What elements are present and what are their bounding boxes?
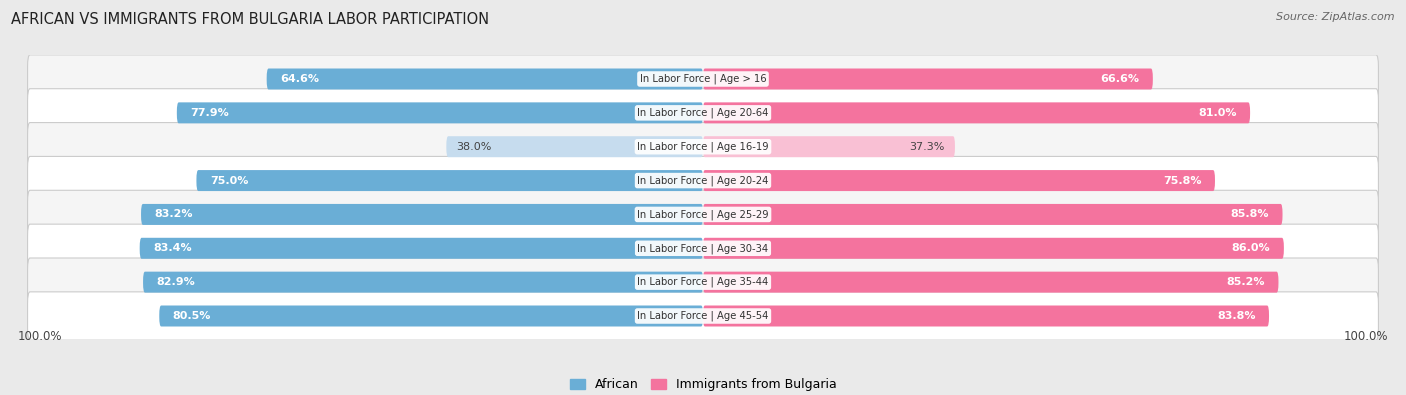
Text: 80.5%: 80.5% xyxy=(173,311,211,321)
FancyBboxPatch shape xyxy=(143,272,703,293)
Text: In Labor Force | Age 20-64: In Labor Force | Age 20-64 xyxy=(637,107,769,118)
Text: In Labor Force | Age 30-34: In Labor Force | Age 30-34 xyxy=(637,243,769,254)
FancyBboxPatch shape xyxy=(28,156,1378,205)
FancyBboxPatch shape xyxy=(28,89,1378,137)
Text: In Labor Force | Age 16-19: In Labor Force | Age 16-19 xyxy=(637,141,769,152)
Text: 100.0%: 100.0% xyxy=(17,331,62,344)
FancyBboxPatch shape xyxy=(28,122,1378,171)
Text: In Labor Force | Age 20-24: In Labor Force | Age 20-24 xyxy=(637,175,769,186)
FancyBboxPatch shape xyxy=(703,305,1270,327)
FancyBboxPatch shape xyxy=(703,272,1278,293)
Text: 100.0%: 100.0% xyxy=(1344,331,1389,344)
Legend: African, Immigrants from Bulgaria: African, Immigrants from Bulgaria xyxy=(564,373,842,395)
Text: 38.0%: 38.0% xyxy=(457,142,492,152)
FancyBboxPatch shape xyxy=(28,292,1378,340)
Text: In Labor Force | Age 45-54: In Labor Force | Age 45-54 xyxy=(637,311,769,321)
FancyBboxPatch shape xyxy=(28,55,1378,103)
FancyBboxPatch shape xyxy=(139,238,703,259)
FancyBboxPatch shape xyxy=(197,170,703,191)
Text: 83.8%: 83.8% xyxy=(1218,311,1256,321)
Text: Source: ZipAtlas.com: Source: ZipAtlas.com xyxy=(1277,12,1395,22)
FancyBboxPatch shape xyxy=(703,238,1284,259)
Text: 64.6%: 64.6% xyxy=(280,74,319,84)
Text: 85.8%: 85.8% xyxy=(1230,209,1270,220)
FancyBboxPatch shape xyxy=(159,305,703,327)
FancyBboxPatch shape xyxy=(28,224,1378,273)
Text: In Labor Force | Age 25-29: In Labor Force | Age 25-29 xyxy=(637,209,769,220)
FancyBboxPatch shape xyxy=(703,102,1250,123)
FancyBboxPatch shape xyxy=(446,136,703,157)
FancyBboxPatch shape xyxy=(703,170,1215,191)
Text: 75.8%: 75.8% xyxy=(1163,175,1202,186)
FancyBboxPatch shape xyxy=(703,136,955,157)
Text: 37.3%: 37.3% xyxy=(910,142,945,152)
Text: In Labor Force | Age > 16: In Labor Force | Age > 16 xyxy=(640,74,766,84)
Text: 83.2%: 83.2% xyxy=(155,209,193,220)
FancyBboxPatch shape xyxy=(703,204,1282,225)
FancyBboxPatch shape xyxy=(703,68,1153,90)
Text: AFRICAN VS IMMIGRANTS FROM BULGARIA LABOR PARTICIPATION: AFRICAN VS IMMIGRANTS FROM BULGARIA LABO… xyxy=(11,12,489,27)
Text: 85.2%: 85.2% xyxy=(1226,277,1265,287)
Text: 77.9%: 77.9% xyxy=(190,108,229,118)
Text: 82.9%: 82.9% xyxy=(156,277,195,287)
FancyBboxPatch shape xyxy=(267,68,703,90)
Text: 81.0%: 81.0% xyxy=(1198,108,1237,118)
Text: 66.6%: 66.6% xyxy=(1101,74,1139,84)
FancyBboxPatch shape xyxy=(28,258,1378,306)
Text: In Labor Force | Age 35-44: In Labor Force | Age 35-44 xyxy=(637,277,769,288)
FancyBboxPatch shape xyxy=(141,204,703,225)
FancyBboxPatch shape xyxy=(28,190,1378,239)
Text: 75.0%: 75.0% xyxy=(209,175,249,186)
Text: 83.4%: 83.4% xyxy=(153,243,191,253)
FancyBboxPatch shape xyxy=(177,102,703,123)
Text: 86.0%: 86.0% xyxy=(1232,243,1271,253)
